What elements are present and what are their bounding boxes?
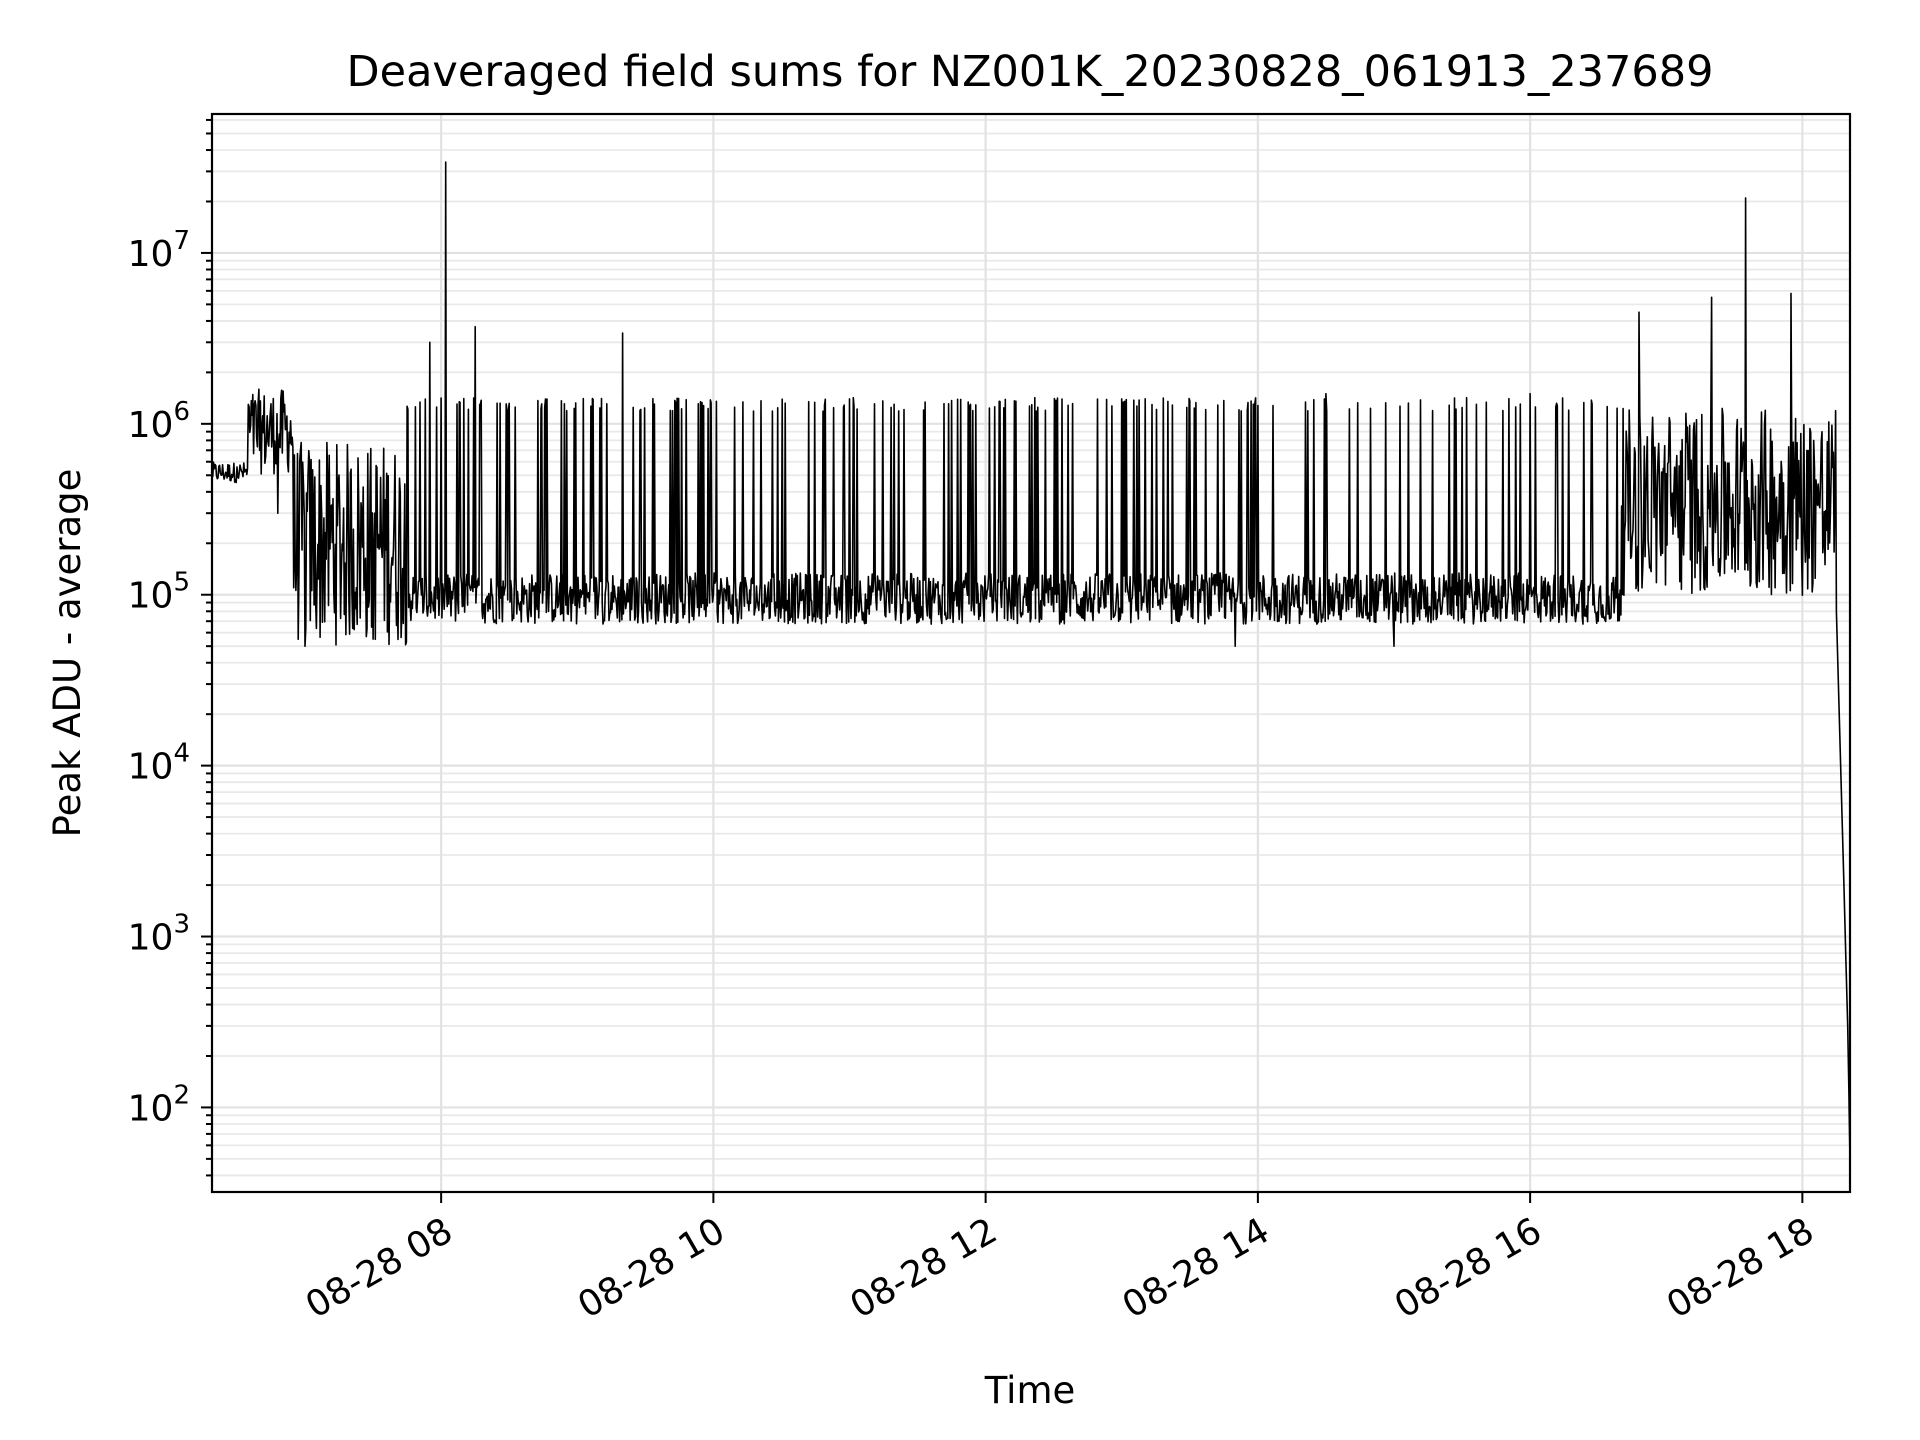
y-tick-exponent: 7 (173, 226, 190, 256)
y-tick-exponent: 2 (173, 1080, 190, 1110)
y-tick-label: 105 (128, 568, 190, 617)
series-line (211, 161, 1851, 1159)
y-tick-base: 10 (128, 747, 174, 788)
y-tick-exponent: 5 (173, 568, 190, 598)
y-tick-label: 103 (128, 910, 190, 959)
y-tick-exponent: 6 (173, 397, 190, 427)
y-tick-base: 10 (128, 576, 174, 617)
y-tick-exponent: 3 (173, 910, 190, 940)
y-tick-label: 104 (128, 739, 190, 788)
y-tick-label: 106 (128, 397, 190, 446)
grid-lines (212, 114, 1850, 1192)
y-tick-exponent: 4 (173, 739, 190, 769)
plot-frame (210, 112, 1852, 1194)
series-layer (211, 161, 1851, 1159)
y-tick-label: 102 (128, 1080, 190, 1129)
y-axis-label: Peak ADU - average (46, 469, 89, 838)
y-tick-base: 10 (128, 405, 174, 446)
y-tick-label: 107 (128, 226, 190, 275)
y-tick-base: 10 (128, 918, 174, 959)
x-axis-label: Time (984, 1369, 1076, 1412)
y-tick-base: 10 (128, 234, 174, 275)
y-tick-base: 10 (128, 1088, 174, 1129)
chart-title: Deaveraged field sums for NZ001K_2023082… (347, 47, 1714, 97)
